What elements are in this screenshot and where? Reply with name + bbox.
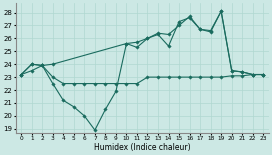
X-axis label: Humidex (Indice chaleur): Humidex (Indice chaleur) <box>94 143 191 152</box>
